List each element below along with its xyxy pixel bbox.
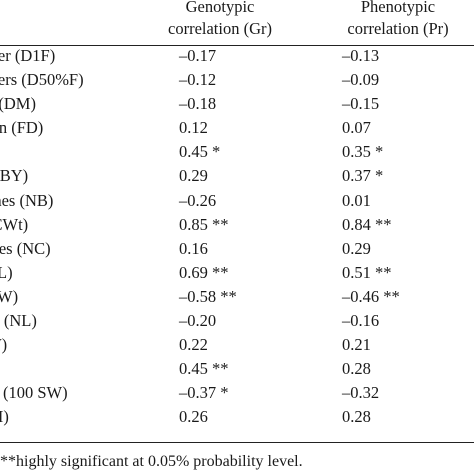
trait-cell: ches (NB) [0,190,54,210]
table-row: CW) –0.58 ** –0.46 ** [0,285,474,309]
table-row: HI) 0.26 0.28 [0,405,474,429]
pr-cell: 0.35 * [342,142,384,162]
trait-cell: CW) [0,286,19,306]
gr-cell: –0.37 * [179,383,229,403]
pr-cell: –0.15 [342,94,380,114]
gr-cell: 0.45 * [179,142,221,162]
trait-cell: , (BY) [0,166,29,186]
pr-cell: 0.28 [342,407,371,427]
table-row: v (DM) –0.18 –0.15 [0,92,474,116]
table-row: (CWt) 0.85 ** 0.84 ** [0,213,474,237]
pr-cell: –0.46 ** [342,286,400,306]
gr-cell: 0.69 ** [179,262,229,282]
pr-cell: 0.01 [342,190,371,210]
table-row: , (BY) 0.29 0.37 * [0,164,474,188]
trait-cell: wer (D1F) [0,46,56,65]
table-row: ) 0.45 ** 0.28 [0,357,474,381]
gr-header-line1: Genotypic [185,0,255,16]
pr-header-line2: correlation (Pr) [347,19,449,38]
pr-header-line1: Phenotypic [360,0,436,16]
gr-cell: –0.17 [179,46,217,65]
table-row: ion (FD) 0.12 0.07 [0,116,474,140]
pr-cell: –0.16 [342,311,380,331]
gr-cell: 0.22 [179,335,208,355]
pr-cell: 0.07 [342,118,371,138]
gr-cell: –0.18 [179,94,217,114]
table-row: CL) 0.69 ** 0.51 ** [0,261,474,285]
gr-cell: 0.12 [179,118,208,138]
trait-cell: es (NL) [0,311,37,331]
pr-cell: 0.84 ** [342,214,392,234]
pr-cell: 0.51 ** [342,262,392,282]
trait-cell: CL) [0,262,13,282]
table-row: I) 0.45 * 0.35 * [0,140,474,164]
gr-header-line2: correlation (Gr) [168,19,272,38]
table-bottom-rule [0,442,474,443]
trait-cell: ion (FD) [0,118,44,138]
pr-cell: 0.29 [342,238,371,258]
gr-cell: 0.29 [179,166,208,186]
table-row: es (NL) –0.20 –0.16 [0,309,474,333]
table-row: nt (100 SW) –0.37 * –0.32 [0,381,474,405]
table-row: W) 0.22 0.21 [0,333,474,357]
gr-cell: 0.45 ** [179,359,229,379]
trait-cell: nt (100 SW) [0,383,68,403]
trait-cell: W) [0,335,8,355]
table-row: ches (NB) –0.26 0.01 [0,189,474,213]
table-top-rule [0,45,474,46]
pr-cell: 0.28 [342,359,371,379]
pr-cell: –0.09 [342,70,380,90]
pr-cell: –0.32 [342,383,380,403]
gr-cell: 0.85 ** [179,214,229,234]
phenotypic-correlation-header: Phenotypic correlation (Pr) [318,0,474,40]
table-body: wer (D1F) –0.17 –0.13 wers (D50%F) –0.12… [0,44,474,430]
trait-cell: ules (NC) [0,238,51,258]
trait-cell: v (DM) [0,94,36,114]
trait-cell: HI) [0,407,9,427]
gr-cell: –0.12 [179,70,217,90]
pr-cell: –0.13 [342,46,380,65]
gr-cell: –0.26 [179,190,217,210]
trait-cell: (CWt) [0,214,29,234]
gr-cell: –0.58 ** [179,286,237,306]
table-row: wer (D1F) –0.17 –0.13 [0,44,474,68]
pr-cell: 0.21 [342,335,371,355]
table-row: wers (D50%F) –0.12 –0.09 [0,68,474,92]
trait-cell: wers (D50%F) [0,70,84,90]
table-row: ules (NC) 0.16 0.29 [0,237,474,261]
significance-footnote: **highly significant at 0.05% probabilit… [0,453,303,470]
gr-cell: 0.16 [179,238,208,258]
pr-cell: 0.37 * [342,166,384,186]
gr-cell: –0.20 [179,311,217,331]
genotypic-correlation-header: Genotypic correlation (Gr) [140,0,300,40]
gr-cell: 0.26 [179,407,208,427]
